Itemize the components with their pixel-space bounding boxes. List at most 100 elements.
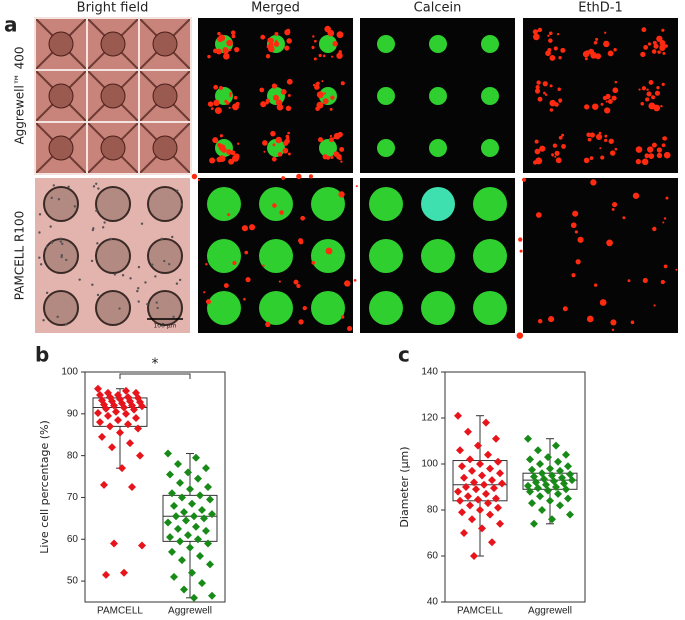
cell — [151, 263, 154, 266]
dead-cell — [191, 173, 198, 180]
dead-cell — [627, 279, 631, 283]
data-point — [94, 384, 102, 393]
dead-cell — [298, 239, 304, 245]
dead-cell — [217, 31, 221, 36]
dead-cell — [662, 221, 665, 224]
dead-cell — [607, 99, 613, 104]
dead-cell — [651, 49, 657, 54]
dead-cell — [656, 35, 663, 42]
dead-cell — [611, 95, 617, 101]
dead-cell — [275, 136, 282, 144]
data-point — [98, 432, 106, 441]
column-header: Calcein — [414, 1, 462, 16]
dead-cell — [661, 28, 665, 32]
dead-cell — [210, 107, 214, 110]
dead-cell — [645, 97, 650, 102]
row-label: PAMCELL R100 — [13, 211, 27, 300]
cell — [137, 300, 140, 303]
dead-cell — [287, 131, 290, 135]
dead-cell — [635, 146, 643, 153]
data-point — [104, 411, 112, 420]
cell — [172, 315, 175, 319]
data-point — [546, 496, 554, 505]
cell — [156, 306, 159, 310]
data-point — [492, 494, 500, 503]
dead-cell — [659, 40, 666, 46]
cell — [137, 287, 140, 290]
dead-cell — [521, 177, 527, 182]
dead-cell — [518, 237, 523, 242]
data-point — [202, 526, 210, 535]
dead-cell — [287, 152, 291, 156]
dead-cell — [315, 106, 320, 112]
data-point — [122, 386, 130, 395]
dead-cell — [286, 78, 293, 85]
dead-cell — [572, 210, 579, 217]
dead-cell — [609, 150, 616, 156]
dead-cell — [665, 196, 669, 200]
dead-cell — [279, 210, 284, 215]
data-point — [468, 466, 476, 475]
data-point — [110, 539, 118, 548]
cell — [92, 185, 96, 188]
data-point — [178, 556, 186, 565]
data-point — [172, 512, 180, 521]
data-point — [488, 538, 496, 547]
dead-cell — [536, 80, 541, 85]
dead-cell — [630, 320, 635, 325]
dead-cell — [589, 156, 594, 160]
data-point — [562, 450, 570, 459]
data-point — [482, 418, 490, 427]
cell — [38, 256, 41, 259]
dead-cell — [632, 192, 640, 199]
data-point — [190, 593, 198, 602]
dead-cell — [553, 46, 558, 51]
dead-cell — [552, 143, 558, 148]
dead-cell — [274, 31, 279, 36]
dead-cell — [333, 136, 336, 139]
data-point — [486, 464, 494, 473]
spheroid — [369, 187, 403, 221]
dead-cell — [610, 319, 617, 326]
dead-cell — [643, 45, 649, 50]
dead-cell — [259, 87, 265, 93]
spheroid — [100, 135, 126, 161]
dead-cell — [554, 150, 560, 156]
y-tick-label: 100 — [61, 367, 78, 378]
dead-cell — [281, 176, 286, 180]
dead-cell — [542, 81, 548, 87]
dead-cell — [641, 27, 647, 33]
data-point — [472, 485, 480, 494]
dead-cell — [535, 212, 542, 218]
data-point — [206, 495, 214, 504]
dead-cell — [547, 48, 552, 52]
dead-cell — [285, 105, 292, 112]
dead-cell — [302, 305, 307, 311]
cell — [56, 315, 59, 319]
data-point — [568, 476, 576, 485]
dead-cell — [561, 133, 565, 137]
panel-label: a — [4, 13, 18, 37]
data-point — [108, 443, 116, 452]
cell — [42, 319, 45, 322]
dead-cell — [296, 173, 302, 180]
dead-cell — [308, 174, 314, 179]
dead-cell — [265, 54, 271, 59]
spheroid — [95, 238, 131, 274]
data-point — [480, 480, 488, 489]
data-point — [534, 446, 542, 455]
dead-cell — [316, 81, 320, 86]
dead-cell — [548, 316, 555, 323]
dead-cell — [353, 278, 357, 282]
dead-cell — [549, 55, 556, 61]
cell — [121, 274, 125, 277]
dead-cell — [228, 106, 231, 109]
data-point — [546, 464, 554, 473]
cell — [176, 189, 179, 192]
cell — [65, 258, 68, 262]
dead-cell — [535, 157, 543, 165]
dead-cell — [316, 91, 324, 99]
column-header: EthD-1 — [578, 1, 623, 16]
